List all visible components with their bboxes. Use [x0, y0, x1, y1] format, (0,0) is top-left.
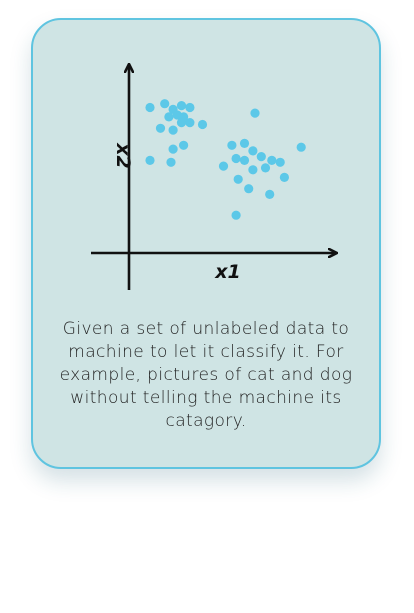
data-point [160, 99, 170, 109]
data-point [166, 157, 176, 167]
data-point [179, 140, 189, 150]
data-point [231, 153, 241, 164]
data-points [145, 99, 306, 220]
data-point [218, 161, 229, 171]
data-point [155, 123, 166, 133]
data-point [239, 155, 250, 165]
data-point [265, 189, 275, 199]
data-point [231, 210, 241, 220]
data-point [176, 101, 187, 111]
data-point [168, 144, 178, 154]
data-point [176, 118, 187, 128]
data-point [296, 142, 306, 152]
data-point [279, 172, 289, 182]
data-point [164, 112, 174, 122]
data-point [248, 165, 258, 175]
data-point [256, 152, 266, 162]
x-axis-label: x1 [214, 261, 240, 283]
data-point [248, 146, 258, 156]
data-point [244, 184, 254, 194]
description-text: Given a set of unlabeled data to machine… [59, 319, 353, 431]
data-point [145, 155, 155, 165]
data-point [275, 157, 285, 167]
data-point [250, 108, 260, 118]
data-point [168, 125, 178, 135]
data-point [260, 163, 271, 173]
data-point [239, 138, 250, 148]
data-point [185, 118, 195, 128]
data-point [197, 119, 208, 130]
y-axis-label: x2 [112, 142, 134, 168]
data-point [267, 155, 277, 165]
unsupervised-learning-card: x1 x2 Given a set of unlabeled data to m… [31, 18, 381, 469]
data-point [233, 174, 243, 184]
data-point [145, 102, 155, 113]
scatter-plot: x1 x2 [91, 20, 379, 290]
data-point [227, 140, 237, 150]
data-point [185, 102, 195, 113]
